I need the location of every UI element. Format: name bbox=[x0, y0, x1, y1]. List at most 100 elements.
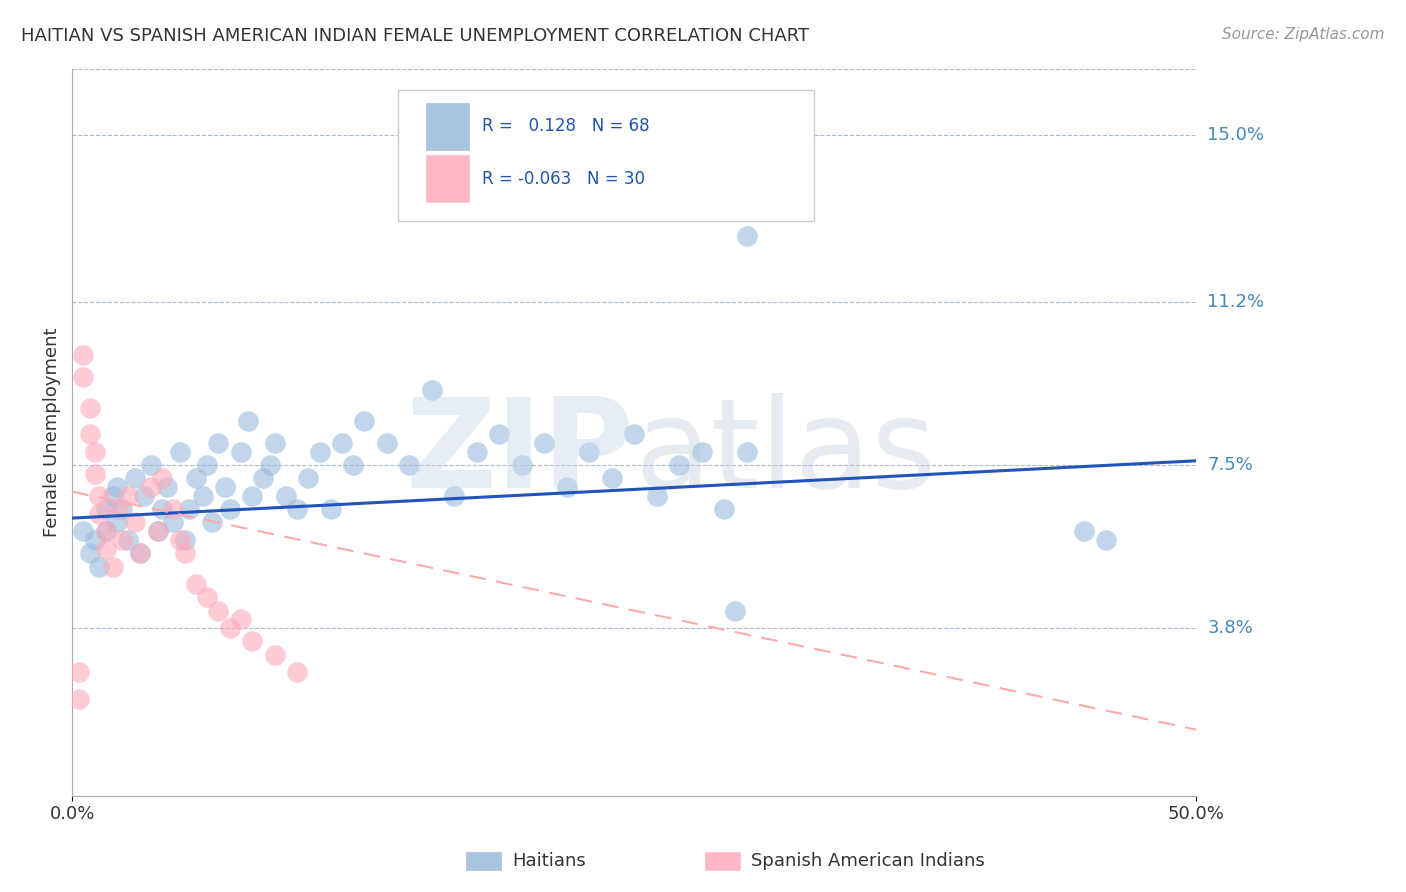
Point bbox=[488, 427, 510, 442]
Y-axis label: Female Unemployment: Female Unemployment bbox=[44, 327, 60, 537]
Point bbox=[72, 524, 94, 539]
Point bbox=[229, 445, 252, 459]
Point bbox=[274, 489, 297, 503]
Point bbox=[353, 414, 375, 428]
Point bbox=[735, 229, 758, 244]
Text: ZIP: ZIP bbox=[405, 393, 634, 515]
Point bbox=[124, 516, 146, 530]
Point bbox=[101, 489, 124, 503]
Point bbox=[240, 634, 263, 648]
Point bbox=[510, 458, 533, 473]
Point bbox=[94, 524, 117, 539]
Point bbox=[139, 480, 162, 494]
Text: R =   0.128   N = 68: R = 0.128 N = 68 bbox=[482, 118, 650, 136]
Point bbox=[94, 524, 117, 539]
Point bbox=[195, 458, 218, 473]
Point bbox=[72, 370, 94, 384]
Point bbox=[533, 436, 555, 450]
Point bbox=[83, 445, 105, 459]
Point bbox=[191, 489, 214, 503]
Point bbox=[79, 401, 101, 415]
Point bbox=[89, 507, 111, 521]
Point bbox=[105, 502, 128, 516]
Point bbox=[195, 591, 218, 605]
Point bbox=[150, 471, 173, 485]
Point bbox=[713, 502, 735, 516]
Text: HAITIAN VS SPANISH AMERICAN INDIAN FEMALE UNEMPLOYMENT CORRELATION CHART: HAITIAN VS SPANISH AMERICAN INDIAN FEMAL… bbox=[21, 27, 810, 45]
Point bbox=[600, 471, 623, 485]
Point bbox=[443, 489, 465, 503]
Point bbox=[128, 546, 150, 560]
Point bbox=[555, 480, 578, 494]
Point bbox=[259, 458, 281, 473]
Point bbox=[173, 533, 195, 548]
Point bbox=[83, 467, 105, 481]
Point bbox=[79, 427, 101, 442]
Point bbox=[117, 533, 139, 548]
Point bbox=[645, 489, 668, 503]
Point bbox=[117, 489, 139, 503]
Point bbox=[319, 502, 342, 516]
Text: 15.0%: 15.0% bbox=[1208, 126, 1264, 144]
Point bbox=[105, 480, 128, 494]
Point bbox=[124, 471, 146, 485]
Bar bbox=[426, 103, 470, 150]
Point bbox=[285, 665, 308, 680]
Point bbox=[184, 577, 207, 591]
Point bbox=[111, 502, 134, 516]
Bar bbox=[426, 155, 470, 202]
Point bbox=[128, 546, 150, 560]
Point bbox=[735, 445, 758, 459]
Point bbox=[207, 604, 229, 618]
Point bbox=[236, 414, 259, 428]
Point bbox=[89, 559, 111, 574]
Point bbox=[218, 621, 240, 635]
Point bbox=[134, 489, 156, 503]
Text: R = -0.063   N = 30: R = -0.063 N = 30 bbox=[482, 169, 645, 187]
Point bbox=[263, 436, 285, 450]
Point bbox=[169, 533, 191, 548]
Point bbox=[89, 489, 111, 503]
Point bbox=[240, 489, 263, 503]
Point bbox=[623, 427, 645, 442]
FancyBboxPatch shape bbox=[398, 90, 814, 221]
Point bbox=[146, 524, 169, 539]
Text: atlas: atlas bbox=[634, 393, 936, 515]
Point bbox=[1073, 524, 1095, 539]
Point bbox=[156, 480, 179, 494]
Text: Spanish American Indians: Spanish American Indians bbox=[751, 852, 984, 870]
Point bbox=[67, 665, 90, 680]
Point bbox=[94, 541, 117, 556]
Point bbox=[184, 471, 207, 485]
Text: 7.5%: 7.5% bbox=[1208, 456, 1253, 475]
Point bbox=[162, 516, 184, 530]
Point bbox=[690, 445, 713, 459]
Point bbox=[162, 502, 184, 516]
Point bbox=[252, 471, 274, 485]
Point bbox=[375, 436, 398, 450]
Point bbox=[229, 612, 252, 626]
Text: Haitians: Haitians bbox=[512, 852, 586, 870]
Point bbox=[285, 502, 308, 516]
Point bbox=[263, 648, 285, 662]
Point bbox=[297, 471, 319, 485]
Point bbox=[218, 502, 240, 516]
Point bbox=[72, 348, 94, 362]
Point bbox=[101, 559, 124, 574]
Point bbox=[173, 546, 195, 560]
Point bbox=[169, 445, 191, 459]
Point bbox=[79, 546, 101, 560]
Point bbox=[724, 604, 747, 618]
Point bbox=[179, 502, 201, 516]
Point bbox=[105, 516, 128, 530]
Point bbox=[201, 516, 224, 530]
Point bbox=[465, 445, 488, 459]
Point bbox=[668, 458, 690, 473]
Point bbox=[342, 458, 364, 473]
Point bbox=[308, 445, 330, 459]
Point bbox=[578, 445, 600, 459]
Point bbox=[150, 502, 173, 516]
Point bbox=[214, 480, 236, 494]
Point bbox=[330, 436, 353, 450]
Point bbox=[398, 458, 420, 473]
